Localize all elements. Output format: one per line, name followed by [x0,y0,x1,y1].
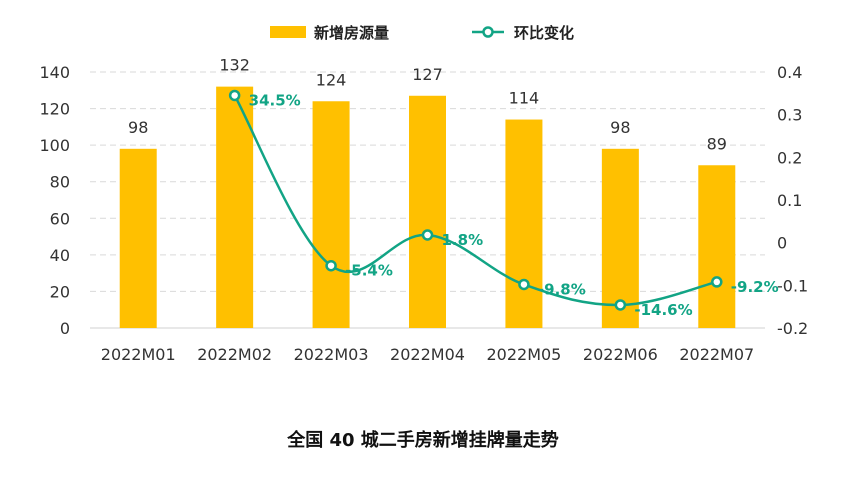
line-marker [711,276,723,288]
right-tick-label: -0.1 [777,276,808,295]
bar [119,148,157,328]
bar-value-label: 127 [412,65,443,84]
legend-bar-label: 新增房源量 [314,24,389,42]
line-marker [518,278,530,291]
left-tick-label: 60 [50,209,70,228]
right-tick-label: -0.2 [777,319,808,338]
left-tick-label: 0 [60,319,70,338]
left-tick-label: 20 [50,282,70,301]
x-tick-label: 2022M07 [679,345,754,364]
left-tick-label: 100 [39,136,70,155]
left-axis-ticks: 0 20 40 60 80 100 120 140 [39,63,70,338]
x-tick-label: 2022M03 [294,345,369,364]
right-tick-label: 0.4 [777,63,802,82]
right-tick-label: 0 [777,234,787,253]
line-value-label: 1.8% [442,231,484,249]
legend: 新增房源量 环比变化 [270,24,574,42]
right-tick-label: 0.2 [777,148,802,167]
line-value-label: 34.5% [249,91,301,109]
legend-line-label: 环比变化 [514,24,574,42]
line-value-label: -14.6% [634,301,692,319]
x-tick-label: 2022M02 [197,345,272,364]
bar [505,119,543,329]
bar-value-label: 98 [128,118,148,137]
x-tick-label: 2022M05 [486,345,561,364]
line-marker [325,259,337,272]
bar-value-label: 89 [707,134,727,153]
x-tick-label: 2022M04 [390,345,465,364]
bar-value-label: 124 [316,70,347,89]
line-value-label: -9.8% [538,280,586,298]
line-marker [228,89,241,102]
chart-caption: 全国 40 城二手房新增挂牌量走势 [286,429,559,451]
bar [216,86,254,328]
line-series [228,89,723,311]
right-axis-ticks: -0.2 -0.1 0 0.1 0.2 0.3 0.4 [777,63,808,338]
left-tick-label: 140 [39,63,70,82]
left-tick-label: 40 [50,246,70,265]
x-tick-label: 2022M01 [101,345,176,364]
bar-value-label: 132 [219,56,250,75]
line-value-label: -5.4% [345,262,393,280]
legend-bar-swatch [270,26,306,38]
bar-value-labels: 98 132 124 127 114 98 89 [128,56,727,154]
gridlines [90,71,765,329]
bar-value-label: 98 [610,118,630,137]
right-tick-label: 0.3 [777,106,802,125]
bar [409,95,446,329]
line-value-label: -9.2% [731,278,779,296]
line-path [233,94,718,307]
legend-line-marker [482,26,494,38]
line-marker [421,229,434,241]
line-marker [614,299,627,311]
left-tick-label: 120 [39,100,70,119]
bar [312,101,350,328]
line-value-labels: 34.5% -5.4% 1.8% -9.8% -14.6% -9.2% [249,91,779,318]
right-tick-label: 0.1 [777,191,802,210]
x-tick-label: 2022M06 [583,345,658,364]
x-axis-ticks: 2022M01 2022M02 2022M03 2022M04 2022M05 2022M… [101,345,754,364]
bar [601,148,639,328]
bar [698,165,736,328]
left-tick-label: 80 [50,173,70,192]
bar-value-label: 114 [509,89,540,108]
bar-series [119,86,736,329]
